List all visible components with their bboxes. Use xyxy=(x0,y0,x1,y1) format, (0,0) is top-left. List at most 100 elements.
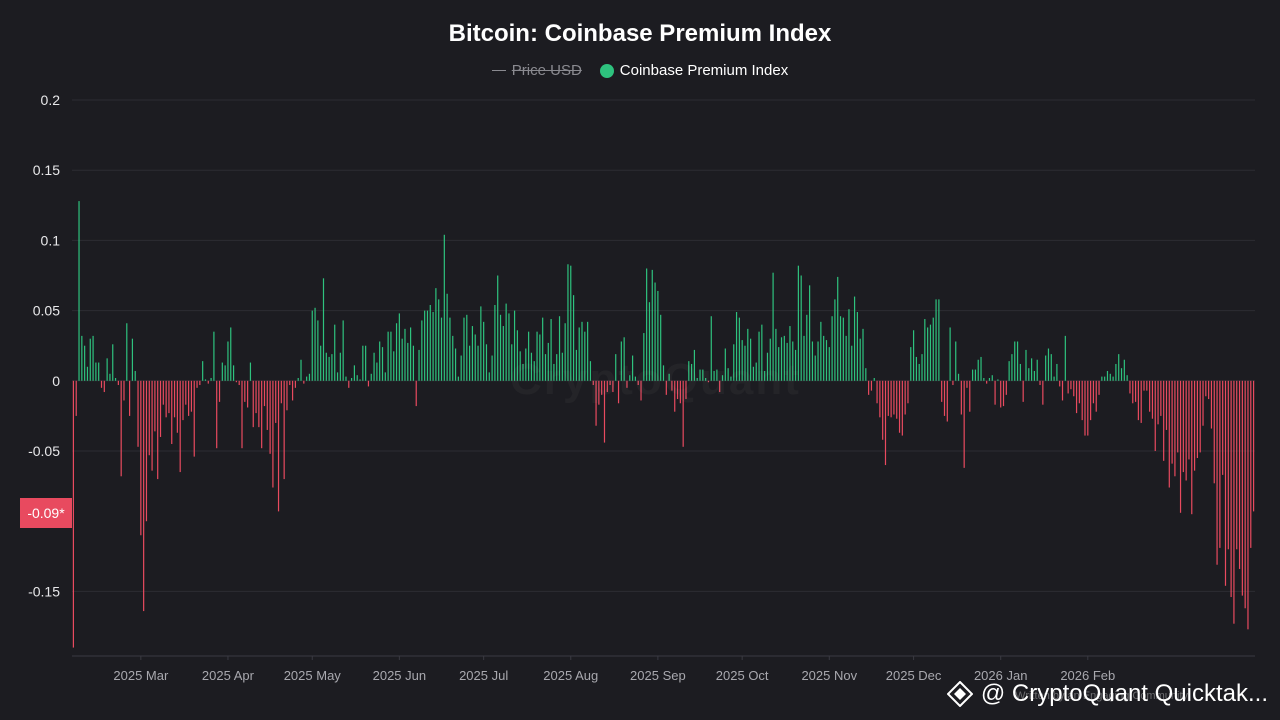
bar xyxy=(1092,380,1095,404)
bar xyxy=(129,380,131,416)
bar xyxy=(907,380,909,404)
bar xyxy=(693,349,696,381)
bar xyxy=(1084,380,1086,436)
bar xyxy=(839,316,842,381)
legend-item-premium[interactable]: Coinbase Premium Index xyxy=(599,62,788,79)
bar xyxy=(306,376,308,381)
bar xyxy=(283,380,285,480)
bar xyxy=(221,362,223,381)
bar xyxy=(1104,376,1106,381)
bar xyxy=(1134,380,1137,402)
bar xyxy=(1199,380,1201,453)
bar xyxy=(1090,380,1092,421)
bar xyxy=(106,358,108,381)
bar xyxy=(188,380,190,416)
bar xyxy=(1191,380,1193,515)
bar xyxy=(1036,359,1038,381)
bar xyxy=(564,323,566,381)
bar xyxy=(370,373,372,381)
bar xyxy=(1031,358,1033,381)
bar xyxy=(626,380,628,388)
bar xyxy=(1014,341,1016,381)
bar xyxy=(1115,363,1117,381)
bar xyxy=(173,380,176,418)
bar xyxy=(390,331,392,381)
bar xyxy=(1008,361,1010,381)
y-tick-label: -0.15 xyxy=(28,583,60,599)
bar xyxy=(471,326,474,381)
bar xyxy=(558,316,561,381)
bar xyxy=(783,335,785,381)
bar xyxy=(870,380,873,391)
bar xyxy=(485,344,488,381)
bar xyxy=(311,310,313,381)
footer-brand: @ CryptoQuant Quicktak... xyxy=(946,680,1268,708)
bar xyxy=(376,362,378,381)
bar xyxy=(98,362,100,381)
bar xyxy=(131,338,134,381)
bar xyxy=(286,380,288,411)
bar xyxy=(974,369,977,381)
bar xyxy=(112,344,114,381)
bar xyxy=(513,310,516,381)
x-tick-label: 2025 Mar xyxy=(113,668,169,683)
bar xyxy=(435,288,437,381)
bar xyxy=(395,323,398,381)
bar xyxy=(1022,380,1024,402)
bar xyxy=(1126,375,1128,381)
bar xyxy=(494,304,496,381)
x-tick-label: 2025 Dec xyxy=(886,668,942,683)
bar xyxy=(927,327,929,381)
bar xyxy=(1174,380,1176,477)
bar xyxy=(971,369,974,381)
bar xyxy=(741,340,743,381)
bar xyxy=(542,317,544,381)
bar xyxy=(595,380,597,426)
bar xyxy=(533,361,535,381)
bar xyxy=(497,275,499,381)
bar xyxy=(699,369,701,381)
bar xyxy=(820,321,822,381)
bar xyxy=(769,338,771,381)
bar xyxy=(1163,380,1165,461)
bar xyxy=(1042,380,1044,405)
bar xyxy=(539,334,541,381)
bar xyxy=(912,330,915,381)
bar xyxy=(519,351,521,381)
bar xyxy=(415,380,417,407)
bar xyxy=(747,328,749,381)
bar xyxy=(95,362,97,381)
bar xyxy=(761,324,763,381)
bar xyxy=(202,361,204,381)
bar xyxy=(994,380,996,405)
bar xyxy=(660,314,662,381)
bar xyxy=(665,380,667,395)
bar xyxy=(438,299,440,381)
bar xyxy=(1137,380,1139,421)
bar xyxy=(1011,354,1013,381)
bar xyxy=(230,327,232,381)
bar xyxy=(418,349,420,381)
bar xyxy=(606,380,608,393)
bar xyxy=(853,296,856,381)
bar xyxy=(983,378,985,381)
x-tick-label: 2025 Nov xyxy=(801,668,857,683)
bar xyxy=(348,380,350,388)
bar xyxy=(1143,380,1145,391)
footer-subtext: Written by an Engaging Community xyxy=(1015,690,1188,702)
bar xyxy=(114,378,117,381)
bar xyxy=(261,380,263,449)
bar xyxy=(379,341,381,381)
bar xyxy=(1073,380,1075,397)
bar xyxy=(525,348,527,381)
bar xyxy=(426,310,429,381)
bar xyxy=(480,306,482,381)
bar xyxy=(123,380,125,401)
bar xyxy=(710,316,712,381)
bar xyxy=(1216,380,1218,565)
legend-item-price[interactable]: Price USD xyxy=(491,62,582,79)
bar xyxy=(1075,380,1078,414)
bar xyxy=(1168,380,1170,488)
bar xyxy=(252,380,254,428)
bar xyxy=(72,380,75,648)
